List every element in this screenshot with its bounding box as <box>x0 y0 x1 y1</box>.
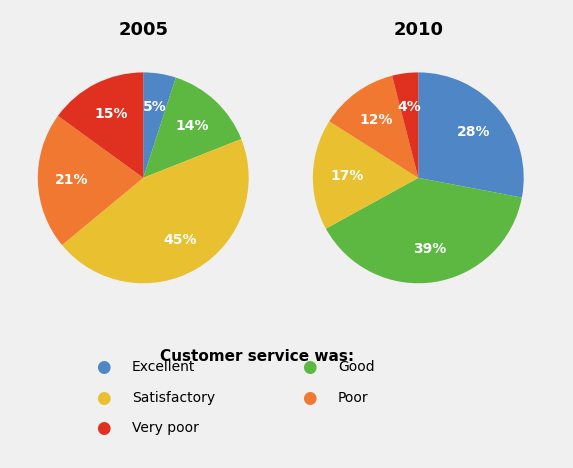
Text: Very poor: Very poor <box>132 421 199 435</box>
Wedge shape <box>313 121 418 229</box>
Text: 4%: 4% <box>398 100 421 114</box>
Text: 45%: 45% <box>163 233 197 247</box>
Text: 14%: 14% <box>175 118 209 132</box>
Text: 39%: 39% <box>413 241 446 256</box>
Text: 17%: 17% <box>330 168 363 183</box>
Text: Satisfactory: Satisfactory <box>132 391 215 405</box>
Wedge shape <box>143 78 241 178</box>
Wedge shape <box>326 178 522 283</box>
Text: ●: ● <box>96 419 111 437</box>
Text: 21%: 21% <box>55 173 88 187</box>
Text: Poor: Poor <box>338 391 368 405</box>
Text: 15%: 15% <box>94 107 127 121</box>
Wedge shape <box>38 116 143 245</box>
Wedge shape <box>58 73 143 178</box>
Wedge shape <box>418 73 524 197</box>
Text: ●: ● <box>302 358 317 376</box>
Text: ●: ● <box>96 389 111 407</box>
Text: 5%: 5% <box>143 100 166 114</box>
Wedge shape <box>329 76 418 178</box>
Title: 2010: 2010 <box>393 21 444 39</box>
Text: 12%: 12% <box>359 113 393 127</box>
Title: 2005: 2005 <box>118 21 168 39</box>
Text: 28%: 28% <box>457 125 490 139</box>
Wedge shape <box>392 73 418 178</box>
Wedge shape <box>143 73 176 178</box>
Text: Customer service was:: Customer service was: <box>160 349 355 364</box>
Text: ●: ● <box>96 358 111 376</box>
Text: ●: ● <box>302 389 317 407</box>
Wedge shape <box>62 139 249 283</box>
Text: Good: Good <box>338 360 375 374</box>
Text: Excellent: Excellent <box>132 360 195 374</box>
